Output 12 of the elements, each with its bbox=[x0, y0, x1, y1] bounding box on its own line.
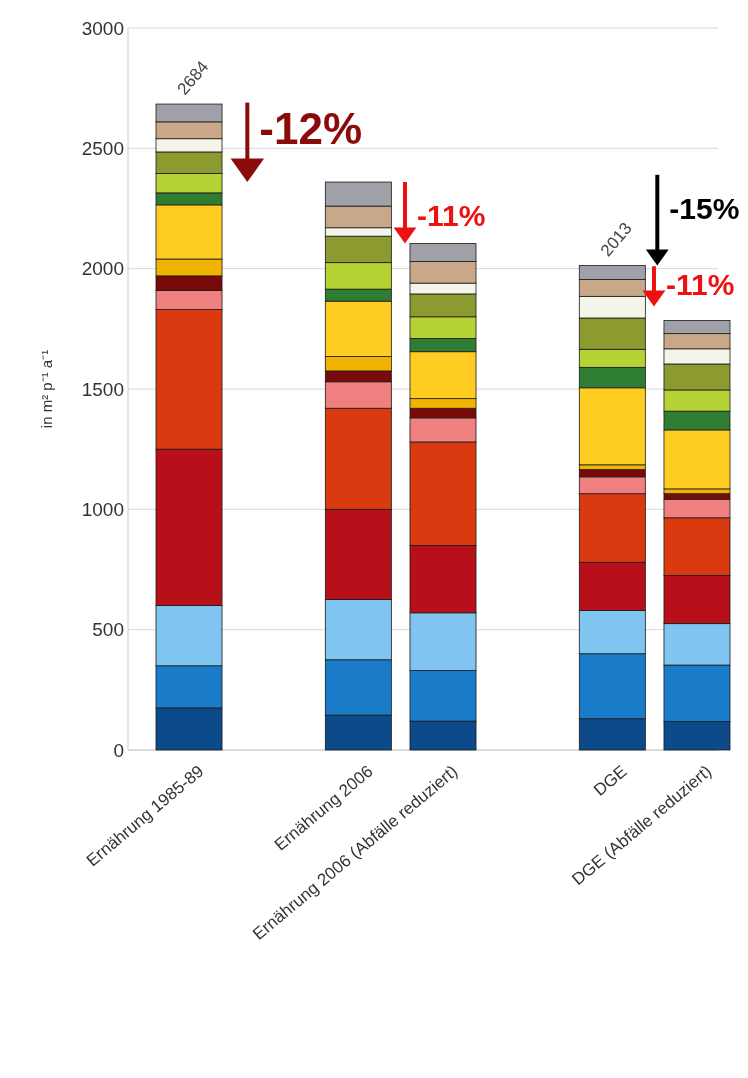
y-tick-label: 500 bbox=[92, 619, 124, 641]
y-tick-label: 2000 bbox=[81, 258, 124, 280]
y-tick-label: 3000 bbox=[81, 17, 124, 39]
y-tick-label: 2500 bbox=[81, 137, 124, 159]
y-tick-label: 1500 bbox=[81, 378, 124, 400]
y-axis-title: in m² p⁻¹ a⁻¹ bbox=[38, 349, 55, 429]
annotation: -11% bbox=[416, 199, 486, 233]
y-tick-label: 0 bbox=[113, 739, 124, 761]
annotation: -15% bbox=[669, 192, 740, 225]
annotation: -12% bbox=[259, 104, 363, 154]
annotation: -11% bbox=[665, 267, 735, 301]
y-tick-label: 1000 bbox=[81, 498, 124, 520]
